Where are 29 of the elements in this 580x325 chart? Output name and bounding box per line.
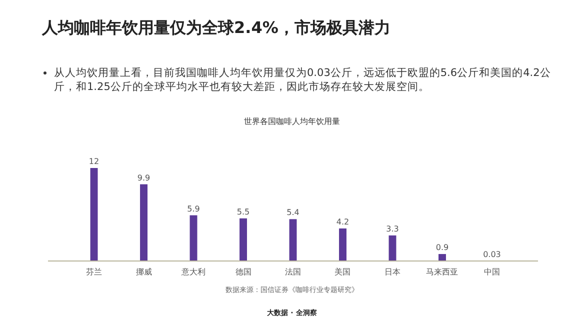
x-tick-label: 挪威 — [136, 268, 152, 277]
text: 世界各国咖啡人均年饮用量 — [244, 117, 340, 126]
chart-title: 人均咖啡年饮用量仅为全球2.4%，市场极具潜力 — [42, 18, 390, 39]
data-label: 0.03 — [483, 250, 501, 259]
x-tick-label: 德国 — [235, 268, 252, 277]
x-tick-label: 芬兰 — [86, 268, 102, 277]
bar — [289, 219, 297, 261]
data-label: 3.3 — [386, 224, 399, 234]
data-label: 9.9 — [137, 173, 150, 182]
bar — [339, 228, 346, 261]
chart-subtitle: 从人均饮用量上看，目前我国咖啡人均年饮用量仅为0.03公斤，远远低于欧盟的5.6公斤和美国的4.2公斤，和1.25公斤的全球平均水平也有较大差距，因此市场存在较大发展空间。 — [53, 66, 552, 94]
x-tick-label: 意大利 — [180, 268, 206, 277]
bar — [190, 215, 198, 261]
bar — [388, 235, 396, 261]
data-label: 4.2 — [336, 217, 350, 226]
x-tick-label: 美国 — [334, 268, 351, 277]
x-tick-label: 日本 — [384, 268, 400, 277]
bar — [438, 254, 446, 261]
bar — [90, 168, 98, 261]
data-label: 12 — [88, 157, 100, 166]
data-label: 5.4 — [286, 208, 300, 218]
data-label: 5.9 — [187, 204, 200, 214]
data-label: 0.9 — [436, 243, 449, 252]
x-tick-label: 中国 — [484, 268, 500, 277]
x-tick-label: 马来西亚 — [426, 268, 458, 277]
x-tick-label: 法国 — [285, 268, 301, 277]
bar — [140, 184, 148, 261]
data-label: 5.5 — [236, 207, 250, 216]
bar — [240, 218, 247, 261]
